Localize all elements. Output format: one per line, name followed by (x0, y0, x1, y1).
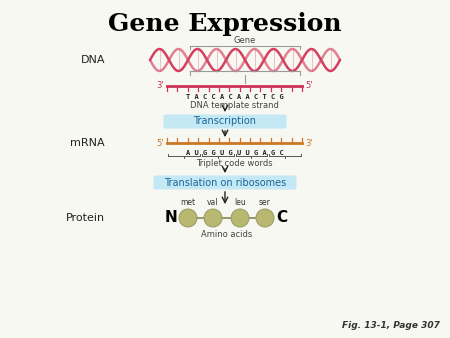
Text: ser: ser (259, 198, 271, 207)
Text: N: N (165, 211, 177, 225)
FancyBboxPatch shape (163, 115, 287, 128)
Text: Transcription: Transcription (194, 117, 256, 126)
Text: 5': 5' (157, 139, 164, 147)
Text: 3': 3' (157, 81, 164, 91)
Text: DNA: DNA (81, 55, 105, 65)
Text: Gene: Gene (234, 36, 256, 45)
Text: T A C C A C A A C T C G: T A C C A C A A C T C G (185, 94, 284, 100)
Text: Protein: Protein (66, 213, 105, 223)
Text: Amino acids: Amino acids (201, 230, 252, 239)
Text: val: val (207, 198, 219, 207)
Text: A U G G U G U U G A G C: A U G G U G U U G A G C (185, 150, 284, 156)
Text: C: C (276, 211, 288, 225)
Circle shape (179, 209, 197, 227)
Text: Fig. 13-1, Page 307: Fig. 13-1, Page 307 (342, 321, 440, 330)
FancyBboxPatch shape (153, 175, 297, 190)
Text: Translation on ribosomes: Translation on ribosomes (164, 177, 286, 188)
Text: 5': 5' (305, 81, 312, 91)
Text: met: met (180, 198, 196, 207)
Circle shape (231, 209, 249, 227)
Text: Triplet code words: Triplet code words (196, 159, 273, 168)
Text: 3': 3' (305, 139, 313, 147)
Text: leu: leu (234, 198, 246, 207)
Circle shape (204, 209, 222, 227)
Text: DNA template strand: DNA template strand (190, 101, 279, 110)
Text: Gene Expression: Gene Expression (108, 12, 342, 36)
Text: mRNA: mRNA (70, 138, 105, 148)
Circle shape (256, 209, 274, 227)
